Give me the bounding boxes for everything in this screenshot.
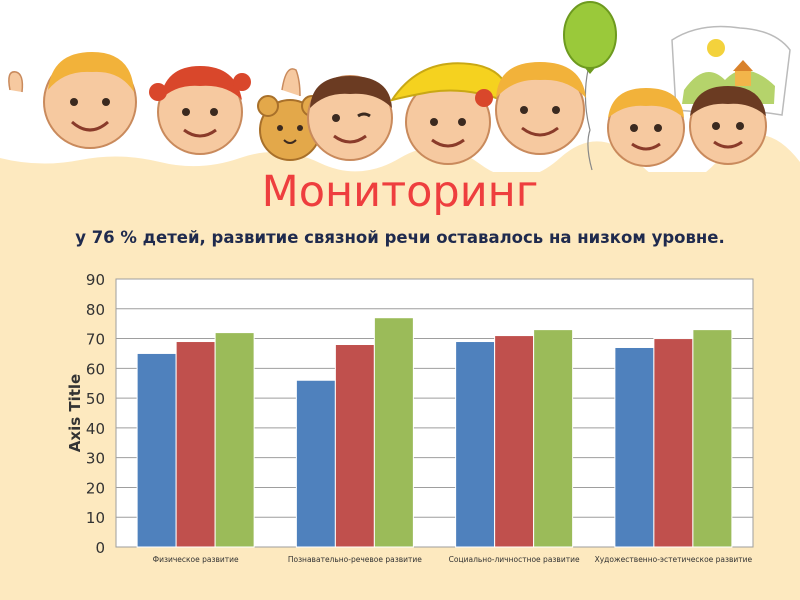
bar-series-1-3 [455, 341, 496, 548]
bar-series-1-2 [295, 379, 336, 548]
y-tick-label: 90 [86, 271, 105, 289]
bar-series-2-1 [175, 341, 216, 548]
y-tick-label: 60 [86, 360, 105, 378]
y-tick-label: 40 [86, 420, 105, 438]
x-tick-label: Физическое развитие [153, 555, 239, 564]
slide-subtitle: у 76 % детей, развитие связной речи оста… [75, 228, 725, 247]
balloon-icon [563, 1, 617, 171]
bar-series-3-4 [692, 329, 733, 548]
y-axis-title: Axis Title [66, 374, 84, 452]
slide-title: Мониторинг [261, 167, 539, 217]
bar-series-2-3 [494, 335, 535, 548]
bar-series-2-2 [334, 344, 375, 548]
bar-series-1-4 [614, 346, 655, 548]
cartoon-children-header-illustration [0, 1, 800, 175]
child-face-icon [281, 68, 393, 161]
x-tick-label: Художественно-эстетическое развитие [595, 555, 753, 564]
x-tick-label: Познавательно-речевое развитие [288, 555, 422, 564]
x-tick-label: Социально-личностное развитие [449, 555, 580, 564]
bar-series-1-1 [136, 352, 177, 548]
bar-series-2-4 [653, 338, 694, 548]
child-face-icon [607, 88, 685, 167]
bar-series-3-2 [373, 317, 414, 548]
child-face-icon [495, 62, 586, 155]
y-tick-label: 70 [86, 331, 105, 349]
y-tick-label: 0 [95, 539, 105, 557]
y-tick-label: 10 [86, 509, 105, 527]
y-tick-label: 50 [86, 390, 105, 408]
child-face-icon [689, 86, 767, 165]
y-tick-label: 20 [86, 479, 105, 497]
y-tick-label: 30 [86, 450, 105, 468]
bar-series-3-1 [214, 332, 255, 548]
y-tick-label: 80 [86, 301, 105, 319]
bar-series-3-3 [533, 329, 574, 548]
child-face-icon [8, 52, 137, 149]
child-face-icon [149, 66, 251, 155]
